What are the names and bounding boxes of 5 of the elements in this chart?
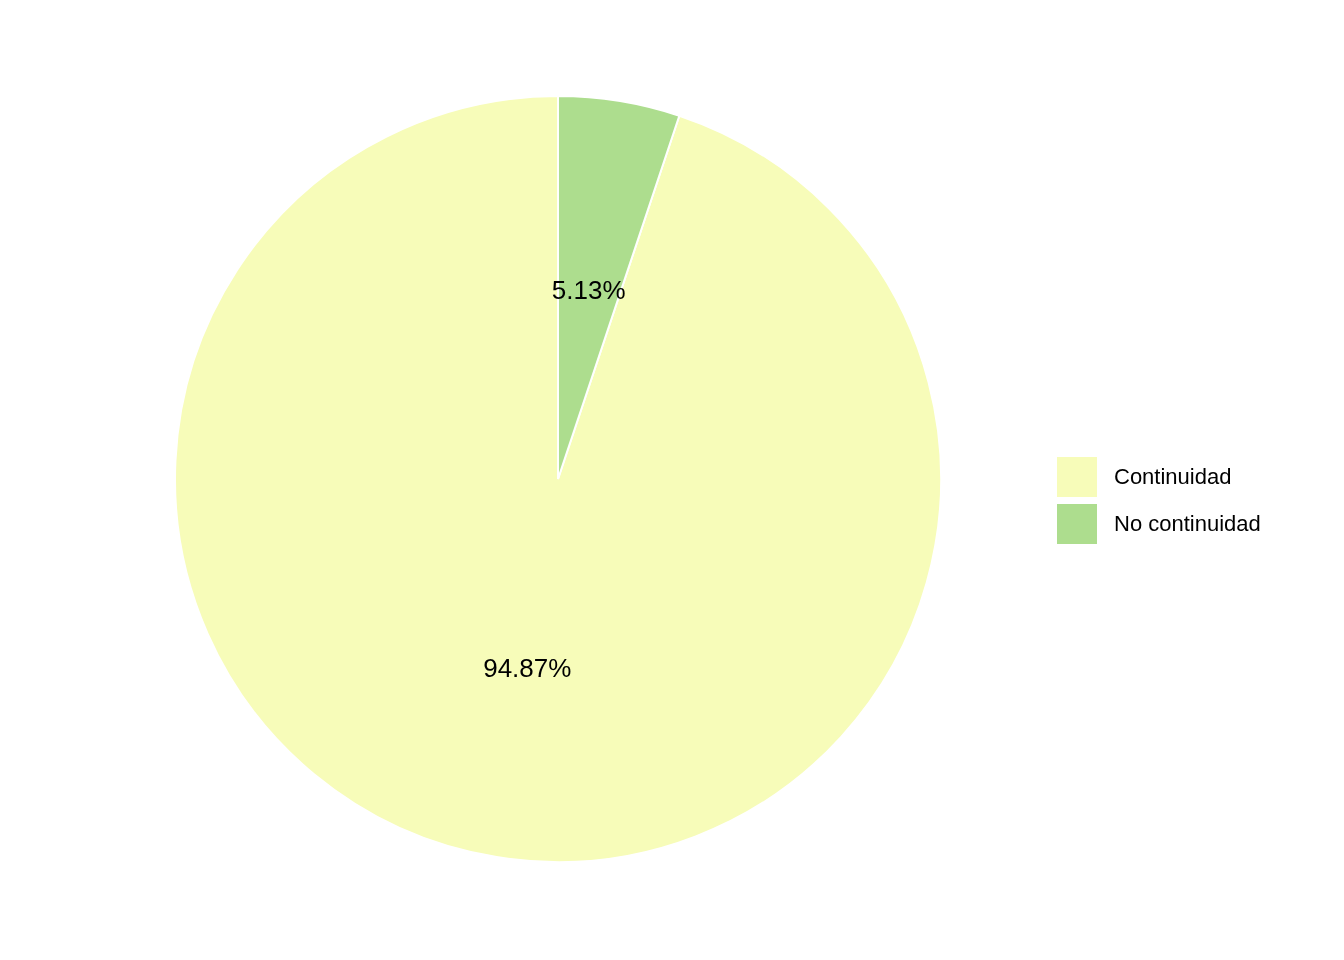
data-label: 5.13% bbox=[551, 274, 626, 305]
pie-slice bbox=[174, 95, 942, 863]
legend-label: Continuidad bbox=[1114, 463, 1232, 489]
legend-label: No continuidad bbox=[1114, 510, 1261, 536]
data-label: 94.87% bbox=[483, 653, 572, 684]
